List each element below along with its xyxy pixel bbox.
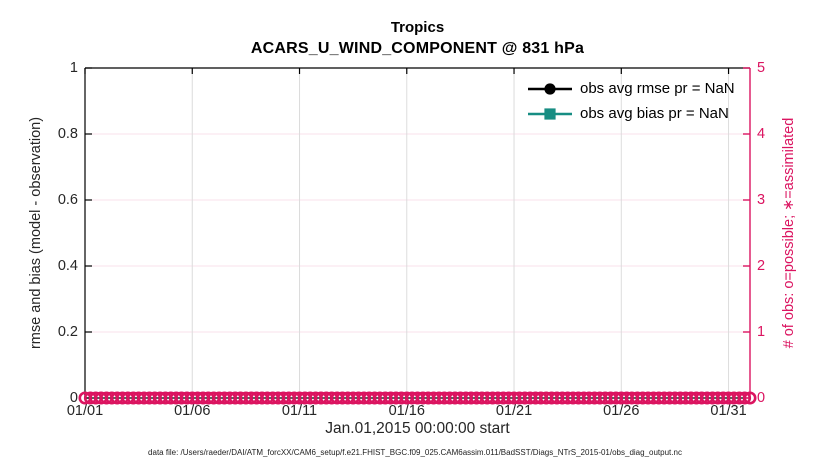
x-tick-label: 01/01 (66, 403, 104, 419)
left-axis-tick-labels: 0 0.2 0.4 0.6 0.8 1 (0, 0, 78, 470)
legend-square-marker-icon (528, 107, 572, 120)
x-tick-label: 01/26 (603, 403, 640, 419)
legend-item-label: obs avg bias pr = NaN (580, 105, 729, 122)
x-tick-label: 01/31 (710, 403, 747, 419)
data-file-caption: data file: /Users/raeder/DAI/ATM_forcXX/… (148, 448, 682, 457)
right-y-tick-label: 2 (757, 258, 766, 274)
right-y-tick-label: 3 (757, 192, 766, 208)
right-axis-tick-labels: 0 1 2 3 4 5 (757, 0, 827, 470)
x-tick-label: 01/11 (281, 403, 318, 419)
right-y-tick-label: 0 (757, 390, 766, 406)
left-y-tick-label: 0.2 (57, 324, 78, 340)
left-y-tick-label: 0.4 (57, 258, 78, 274)
x-axis-tick-labels: 01/01 01/06 01/11 01/16 01/21 01/26 01/31 (0, 403, 830, 423)
legend-item-label: obs avg rmse pr = NaN (580, 80, 735, 97)
left-y-tick-label: 1 (69, 60, 78, 76)
right-y-tick-label: 5 (757, 60, 766, 76)
legend-item: obs avg rmse pr = NaN (527, 77, 735, 100)
right-y-tick-label: 4 (757, 126, 766, 142)
legend: obs avg rmse pr = NaN obs avg bias pr = N… (527, 77, 735, 125)
x-tick-label: 01/06 (174, 403, 211, 419)
x-tick-label: 01/21 (495, 403, 533, 419)
chart-subtitle: ACARS_U_WIND_COMPONENT @ 831 hPa (250, 40, 585, 57)
chart-title: Tropics (390, 19, 445, 36)
left-y-tick-label: 0.6 (57, 192, 78, 208)
left-y-tick-label: 0 (69, 390, 78, 406)
legend-item: obs avg bias pr = NaN (527, 102, 735, 125)
legend-circle-marker-icon (528, 82, 572, 95)
x-tick-label: 01/16 (388, 403, 425, 419)
x-axis-label: Jan.01,2015 00:00:00 start (325, 420, 510, 437)
right-y-tick-label: 1 (757, 324, 766, 340)
left-y-tick-label: 0.8 (57, 126, 78, 142)
